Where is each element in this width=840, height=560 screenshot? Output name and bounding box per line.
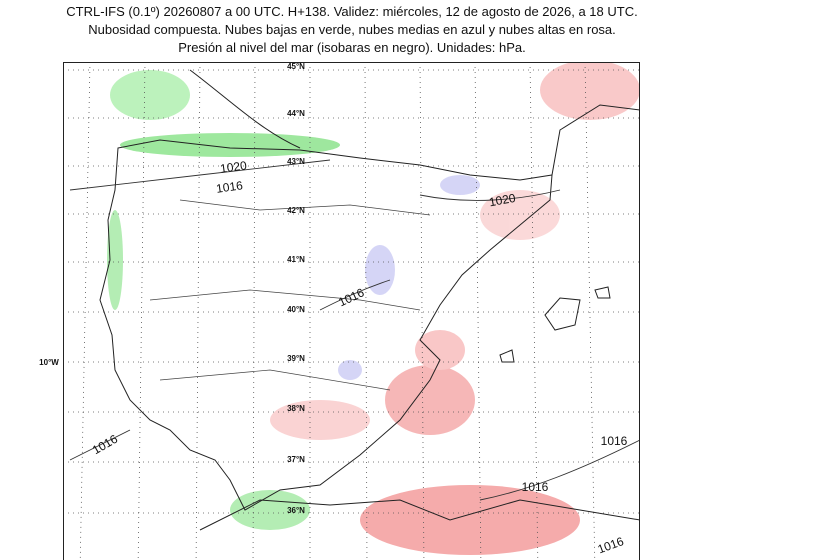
latitude-label: 41°N xyxy=(287,255,305,264)
isobar-label: 1016 xyxy=(601,434,628,448)
isobar-label: 1016 xyxy=(215,178,244,196)
latitude-label: 42°N xyxy=(287,206,305,215)
latitude-label: 40°N xyxy=(287,305,305,314)
isobar-label: 1016 xyxy=(596,534,626,556)
longitude-label: 10°W xyxy=(39,358,59,367)
latitude-label: 43°N xyxy=(287,157,305,166)
latitude-label: 39°N xyxy=(287,354,305,363)
header-line: CTRL-IFS (0.1º) 20260807 a 00 UTC. H+138… xyxy=(66,4,637,19)
isobar-label: 1016 xyxy=(522,480,549,494)
latitude-label: 45°N xyxy=(287,62,305,71)
cloud-cover xyxy=(107,62,640,555)
header-line: Nubosidad compuesta. Nubes bajas en verd… xyxy=(88,22,616,37)
map-frame: 45°N 44°N 43°N 42°N 41°N 40°N 39°N 38°N … xyxy=(63,62,640,560)
header-line: Presión al nivel del mar (isobaras en ne… xyxy=(178,40,526,55)
latitude-label: 38°N xyxy=(287,404,305,413)
latitude-label: 37°N xyxy=(287,455,305,464)
coastlines xyxy=(99,69,640,531)
isobar-label: 1020 xyxy=(488,191,517,209)
graticule xyxy=(63,62,640,560)
isobar-label: 1016 xyxy=(90,432,120,458)
isobars xyxy=(69,159,640,501)
isobar-label: 1016 xyxy=(336,285,366,309)
latitude-label: 44°N xyxy=(287,109,305,118)
latitude-label: 36°N xyxy=(287,506,305,515)
isobar-label: 1020 xyxy=(219,158,248,176)
